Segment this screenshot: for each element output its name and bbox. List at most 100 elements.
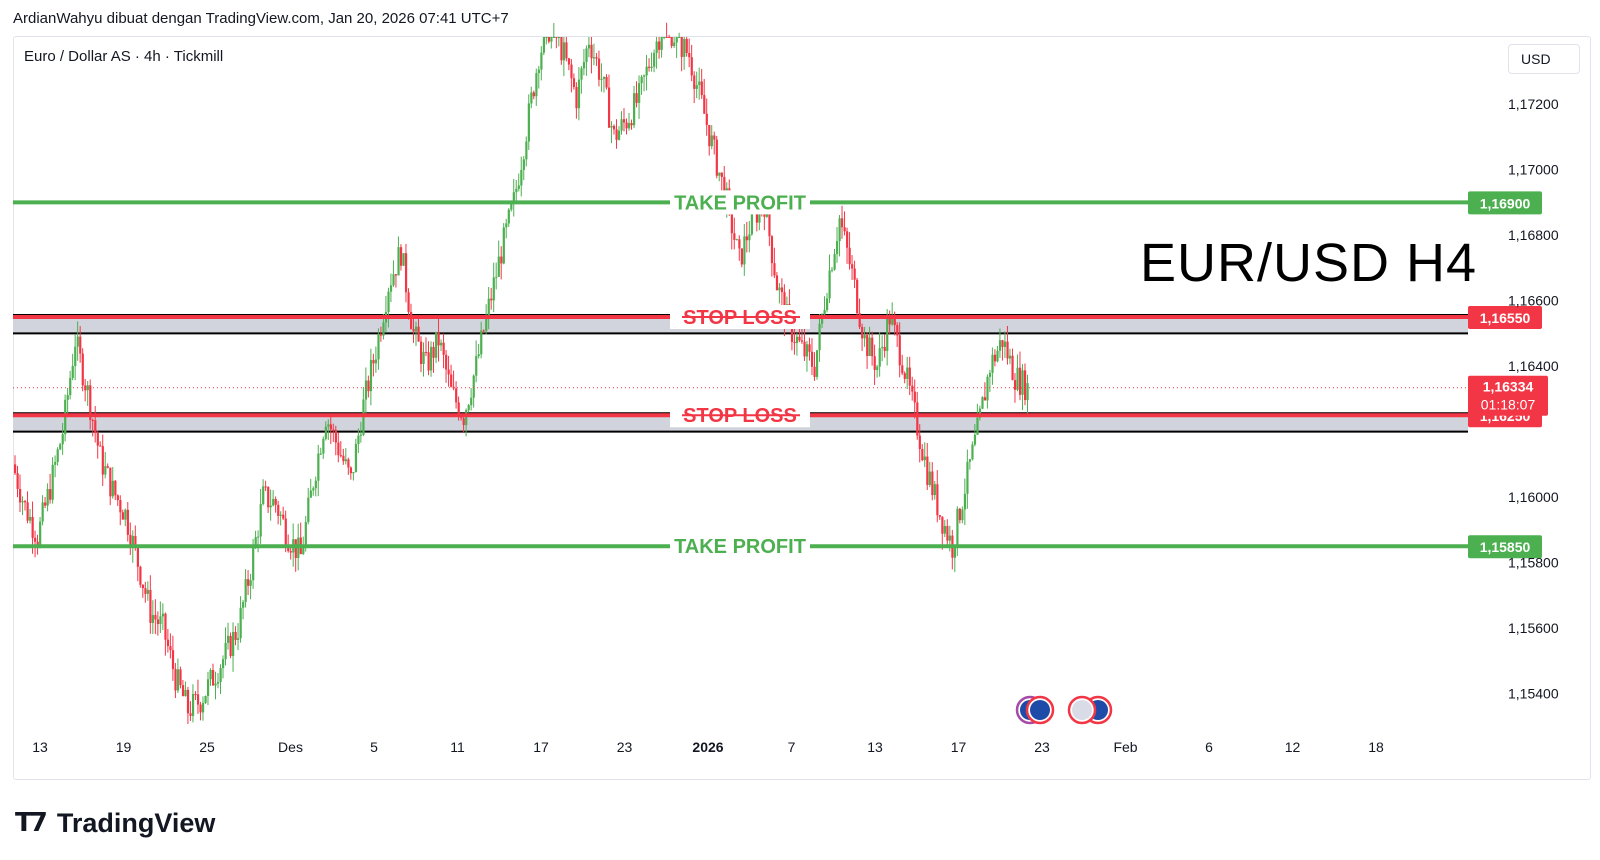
candle-body [184, 689, 187, 697]
candle [399, 244, 403, 271]
candle [813, 352, 816, 381]
candle-body [269, 505, 272, 508]
candle [926, 442, 929, 491]
candle [991, 347, 994, 385]
candle [996, 345, 999, 363]
candle-body [1018, 367, 1022, 395]
candle [718, 172, 721, 182]
candle [76, 321, 79, 361]
candle [951, 529, 954, 570]
candle-body [174, 669, 177, 691]
candle-body [382, 322, 385, 336]
candle-body [124, 509, 127, 520]
candle [861, 323, 864, 351]
candle-body [254, 537, 257, 548]
candle-body [828, 270, 831, 299]
candle [851, 255, 854, 280]
candle [585, 45, 588, 76]
currency-button[interactable]: USD [1508, 44, 1580, 74]
x-tick-label: 13 [867, 739, 883, 755]
tradingview-logo[interactable]: T7 TradingView [15, 808, 215, 839]
candle [660, 37, 663, 58]
candle [517, 173, 520, 192]
candle-body [16, 473, 19, 489]
candle [394, 273, 398, 288]
candle [71, 353, 74, 381]
candle-body [161, 613, 165, 617]
candle [99, 441, 102, 447]
candle-body [104, 466, 107, 475]
candle [91, 418, 94, 437]
y-tick-label: 1,15600 [1508, 620, 1559, 636]
candle [114, 479, 117, 500]
candle [896, 322, 899, 348]
candle-body [532, 92, 535, 97]
candle-body [745, 236, 749, 241]
candle [364, 367, 368, 415]
candle-body [983, 397, 987, 401]
candle [289, 546, 292, 560]
x-tick-label: 17 [533, 739, 549, 755]
candle [710, 125, 713, 150]
candle-body [555, 37, 558, 38]
candle-body [404, 253, 408, 293]
candle [34, 530, 37, 558]
candle-body [387, 291, 390, 312]
candle-body [695, 85, 698, 89]
candle-body [432, 346, 435, 358]
candle-body [590, 44, 593, 59]
candle-body [247, 579, 250, 586]
candle [901, 354, 904, 376]
candle [344, 448, 348, 465]
candle-body [946, 526, 949, 541]
candle [575, 82, 578, 119]
candle-body [1016, 367, 1019, 390]
candle-body [500, 256, 503, 264]
x-tick-label: 17 [951, 739, 967, 755]
candle [733, 217, 736, 250]
candle-body [615, 129, 618, 140]
candle-body [557, 37, 561, 38]
candle [836, 227, 839, 263]
candle-body [199, 704, 202, 713]
event-markers [1015, 695, 1113, 725]
candle [673, 37, 676, 48]
candle-body [818, 323, 821, 351]
candle [184, 681, 187, 697]
candle-body [485, 314, 488, 332]
candle-body [141, 584, 145, 589]
candle [527, 94, 530, 150]
candle [420, 336, 423, 373]
candle-body [109, 467, 112, 497]
candle [640, 74, 643, 95]
x-tick-label: 18 [1368, 739, 1384, 755]
candle [833, 248, 836, 271]
candle [512, 178, 515, 217]
candle-body [683, 38, 686, 57]
candle-body [856, 279, 859, 314]
candle [29, 508, 32, 524]
candle [379, 326, 383, 342]
candle-body [748, 234, 751, 241]
candle [542, 37, 546, 56]
candle-body [958, 508, 962, 521]
y-tick-label: 1,15800 [1508, 555, 1559, 571]
candle-body [602, 77, 606, 79]
candle-body [735, 239, 738, 241]
candle [735, 238, 738, 241]
candle-body [580, 68, 583, 80]
symbol-title[interactable]: Euro / Dollar AS · 4h · Tickmill [24, 48, 224, 65]
current-price-tag [1468, 375, 1548, 416]
candle-body [217, 681, 220, 684]
candle [244, 569, 247, 608]
candle-body [487, 298, 490, 315]
candle [778, 283, 781, 304]
candle-body [793, 341, 796, 343]
candle-body [457, 402, 460, 417]
candle [359, 421, 363, 443]
candle [222, 655, 225, 679]
candle [668, 34, 671, 38]
candle [357, 428, 360, 453]
candle [655, 37, 658, 69]
